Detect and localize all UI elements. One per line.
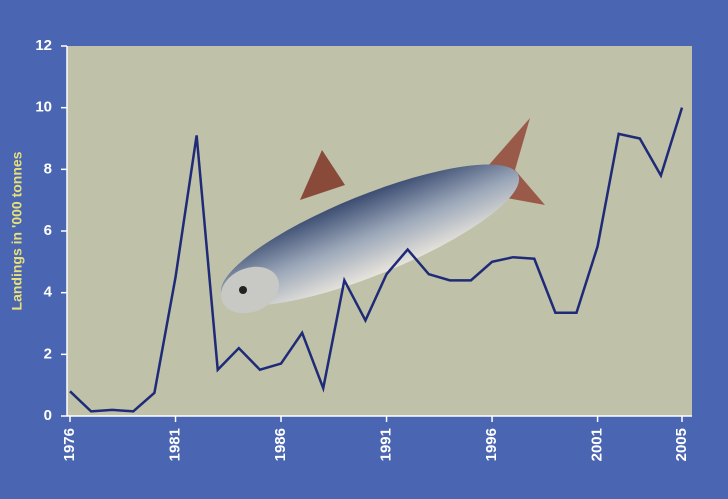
y-tick-label: 8 <box>44 160 52 177</box>
x-tick-label: 1976 <box>61 428 78 461</box>
y-tick-label: 2 <box>44 345 52 362</box>
x-tick-label: 2005 <box>673 428 690 461</box>
x-tick-label: 2001 <box>589 428 606 461</box>
x-tick-label: 1991 <box>378 428 395 461</box>
y-tick-label: 6 <box>44 222 52 239</box>
y-tick-label: 10 <box>35 99 52 116</box>
x-tick-label: 1986 <box>272 428 289 461</box>
x-tick-label: 1981 <box>166 428 183 461</box>
data-line <box>69 107 684 413</box>
y-axis-title: Landings in '000 tonnes <box>9 151 25 310</box>
y-tick-label: 0 <box>44 407 52 424</box>
x-tick-label: 1996 <box>483 428 500 461</box>
fish-image <box>220 118 545 314</box>
y-tick-label: 12 <box>35 37 52 54</box>
y-tick-label: 4 <box>44 284 53 301</box>
